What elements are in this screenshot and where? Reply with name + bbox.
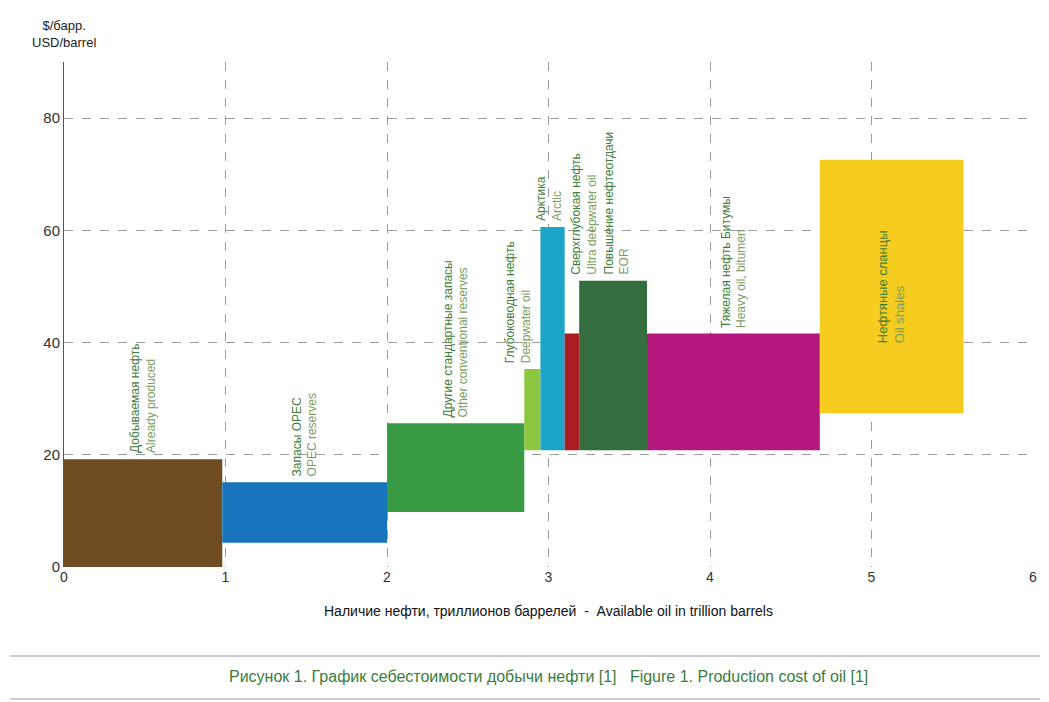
svg-text:5: 5 — [868, 569, 876, 585]
svg-text:АрктикаArctic: АрктикаArctic — [534, 176, 564, 221]
svg-text:$/барр.USD/barrel: $/барр.USD/barrel — [32, 18, 96, 50]
svg-text:1: 1 — [222, 569, 230, 585]
svg-text:Рисунок 1. График себестоимост: Рисунок 1. График себестоимости добычи н… — [229, 668, 868, 685]
svg-text:4: 4 — [706, 569, 714, 585]
svg-text:Наличие нефти, триллионов барр: Наличие нефти, триллионов баррелей - Ava… — [324, 603, 773, 619]
svg-text:6: 6 — [1029, 569, 1037, 585]
svg-text:Глубоководная нефтьDeepwater o: Глубоководная нефтьDeepwater oil — [503, 241, 533, 363]
svg-text:40: 40 — [43, 334, 60, 351]
svg-text:Повышение нефтеотдачиEOR: Повышение нефтеотдачиEOR — [602, 132, 632, 275]
svg-text:Тяжелая нефть БитумыHeavy oil,: Тяжелая нефть БитумыHeavy oil, bitumen — [719, 196, 749, 328]
svg-text:2: 2 — [383, 569, 391, 585]
svg-text:Добываемая нефтьAlready produc: Добываемая нефтьAlready produced — [128, 343, 158, 452]
svg-text:Сверхглубокая нефтьUltra deepw: Сверхглубокая нефтьUltra deepwater oil — [569, 153, 599, 275]
svg-text:3: 3 — [545, 569, 553, 585]
svg-text:Запасы OPECOPEC reserves: Запасы OPECOPEC reserves — [290, 393, 320, 476]
svg-text:Другие стандартные запасыOther: Другие стандартные запасыOther conventio… — [441, 260, 471, 417]
svg-text:20: 20 — [43, 446, 60, 463]
svg-text:Нефтяные сланцыOil shales: Нефтяные сланцыOil shales — [875, 230, 907, 343]
svg-text:0: 0 — [52, 558, 60, 575]
svg-text:60: 60 — [43, 222, 60, 239]
svg-text:0: 0 — [60, 569, 68, 585]
svg-text:80: 80 — [43, 109, 60, 126]
